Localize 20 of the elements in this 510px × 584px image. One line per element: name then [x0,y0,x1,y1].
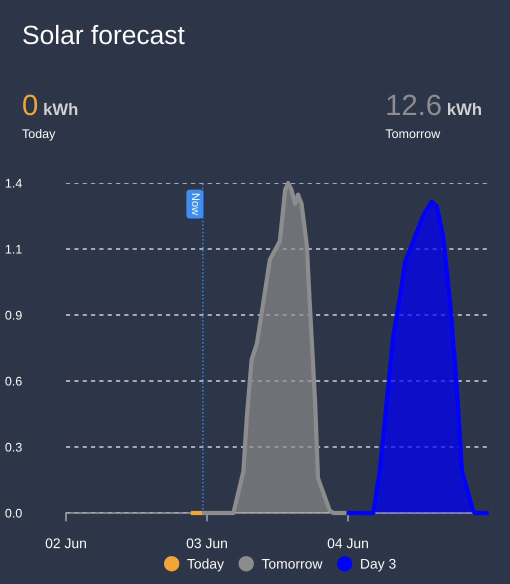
text: Tomorrow [386,129,440,138]
legend-label: Tomorrow [262,559,322,569]
x-tick-label: 04 Jun [328,538,368,548]
x-tick-label: 02 Jun [46,538,86,548]
y-tick-label: 1.4 [6,178,22,188]
text: Today [22,128,56,141]
text: 12.6 [387,94,441,116]
text: kWh [448,102,481,115]
chart-title: Solar forecast [23,24,185,44]
y-tick-label: 0.9 [5,310,22,320]
y-tick-label: 0.0 [5,508,22,518]
x-tick-label: 03 Jun [186,538,227,548]
legend-label: Today [187,558,224,572]
legend-label: Day 3 [361,558,396,572]
ref-line-label: Now [192,194,200,216]
y-tick-label: 0.3 [5,442,22,452]
text: kWh [44,102,78,115]
text: 0 [23,94,38,116]
y-tick-label: 0.6 [5,376,22,386]
y-tick-label: 1.1 [6,244,22,254]
